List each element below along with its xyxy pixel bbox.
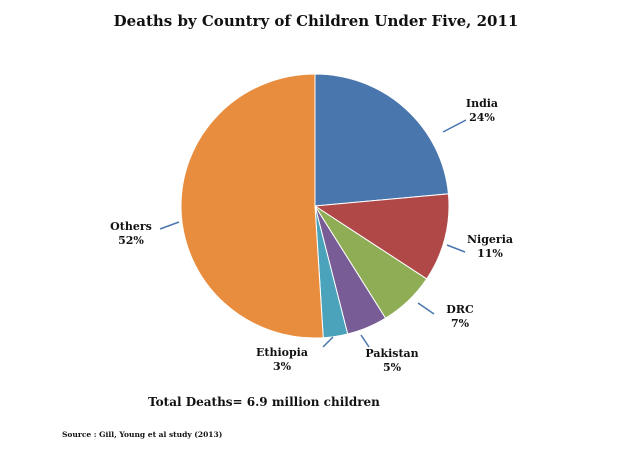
leader-line-ethiopia (322, 336, 334, 348)
slice-value-label: 11% (477, 247, 503, 260)
pie-slice-others (180, 73, 324, 339)
leader-lines (159, 119, 467, 348)
leader-line-nigeria (446, 244, 466, 253)
slice-value-label: 3% (273, 360, 292, 373)
slice-category-label: Ethiopia (256, 346, 308, 359)
slice-category-label: Pakistan (365, 347, 418, 360)
pie-slice-nigeria (313, 193, 450, 280)
slice-value-label: 7% (451, 317, 470, 330)
slice-value-label: 24% (469, 111, 495, 124)
leader-line-others (159, 221, 180, 230)
pie-slices (180, 73, 450, 339)
slice-category-label: Others (110, 220, 152, 233)
leader-line-india (442, 119, 467, 133)
pie-slice-india (314, 73, 449, 207)
total-deaths-note: Total Deaths= 6.9 million children (148, 395, 380, 409)
slice-value-label: 5% (383, 361, 402, 374)
leader-line-pakistan (360, 334, 370, 348)
slice-category-label: India (466, 97, 498, 110)
slice-category-label: Nigeria (467, 233, 513, 246)
leader-line-drc (417, 302, 435, 315)
chart-title: Deaths by Country of Children Under Five… (114, 12, 519, 30)
slice-category-label: DRC (446, 303, 474, 316)
slice-value-label: 52% (118, 234, 144, 247)
source-note: Source : Gill, Young et al study (2013) (62, 430, 222, 439)
